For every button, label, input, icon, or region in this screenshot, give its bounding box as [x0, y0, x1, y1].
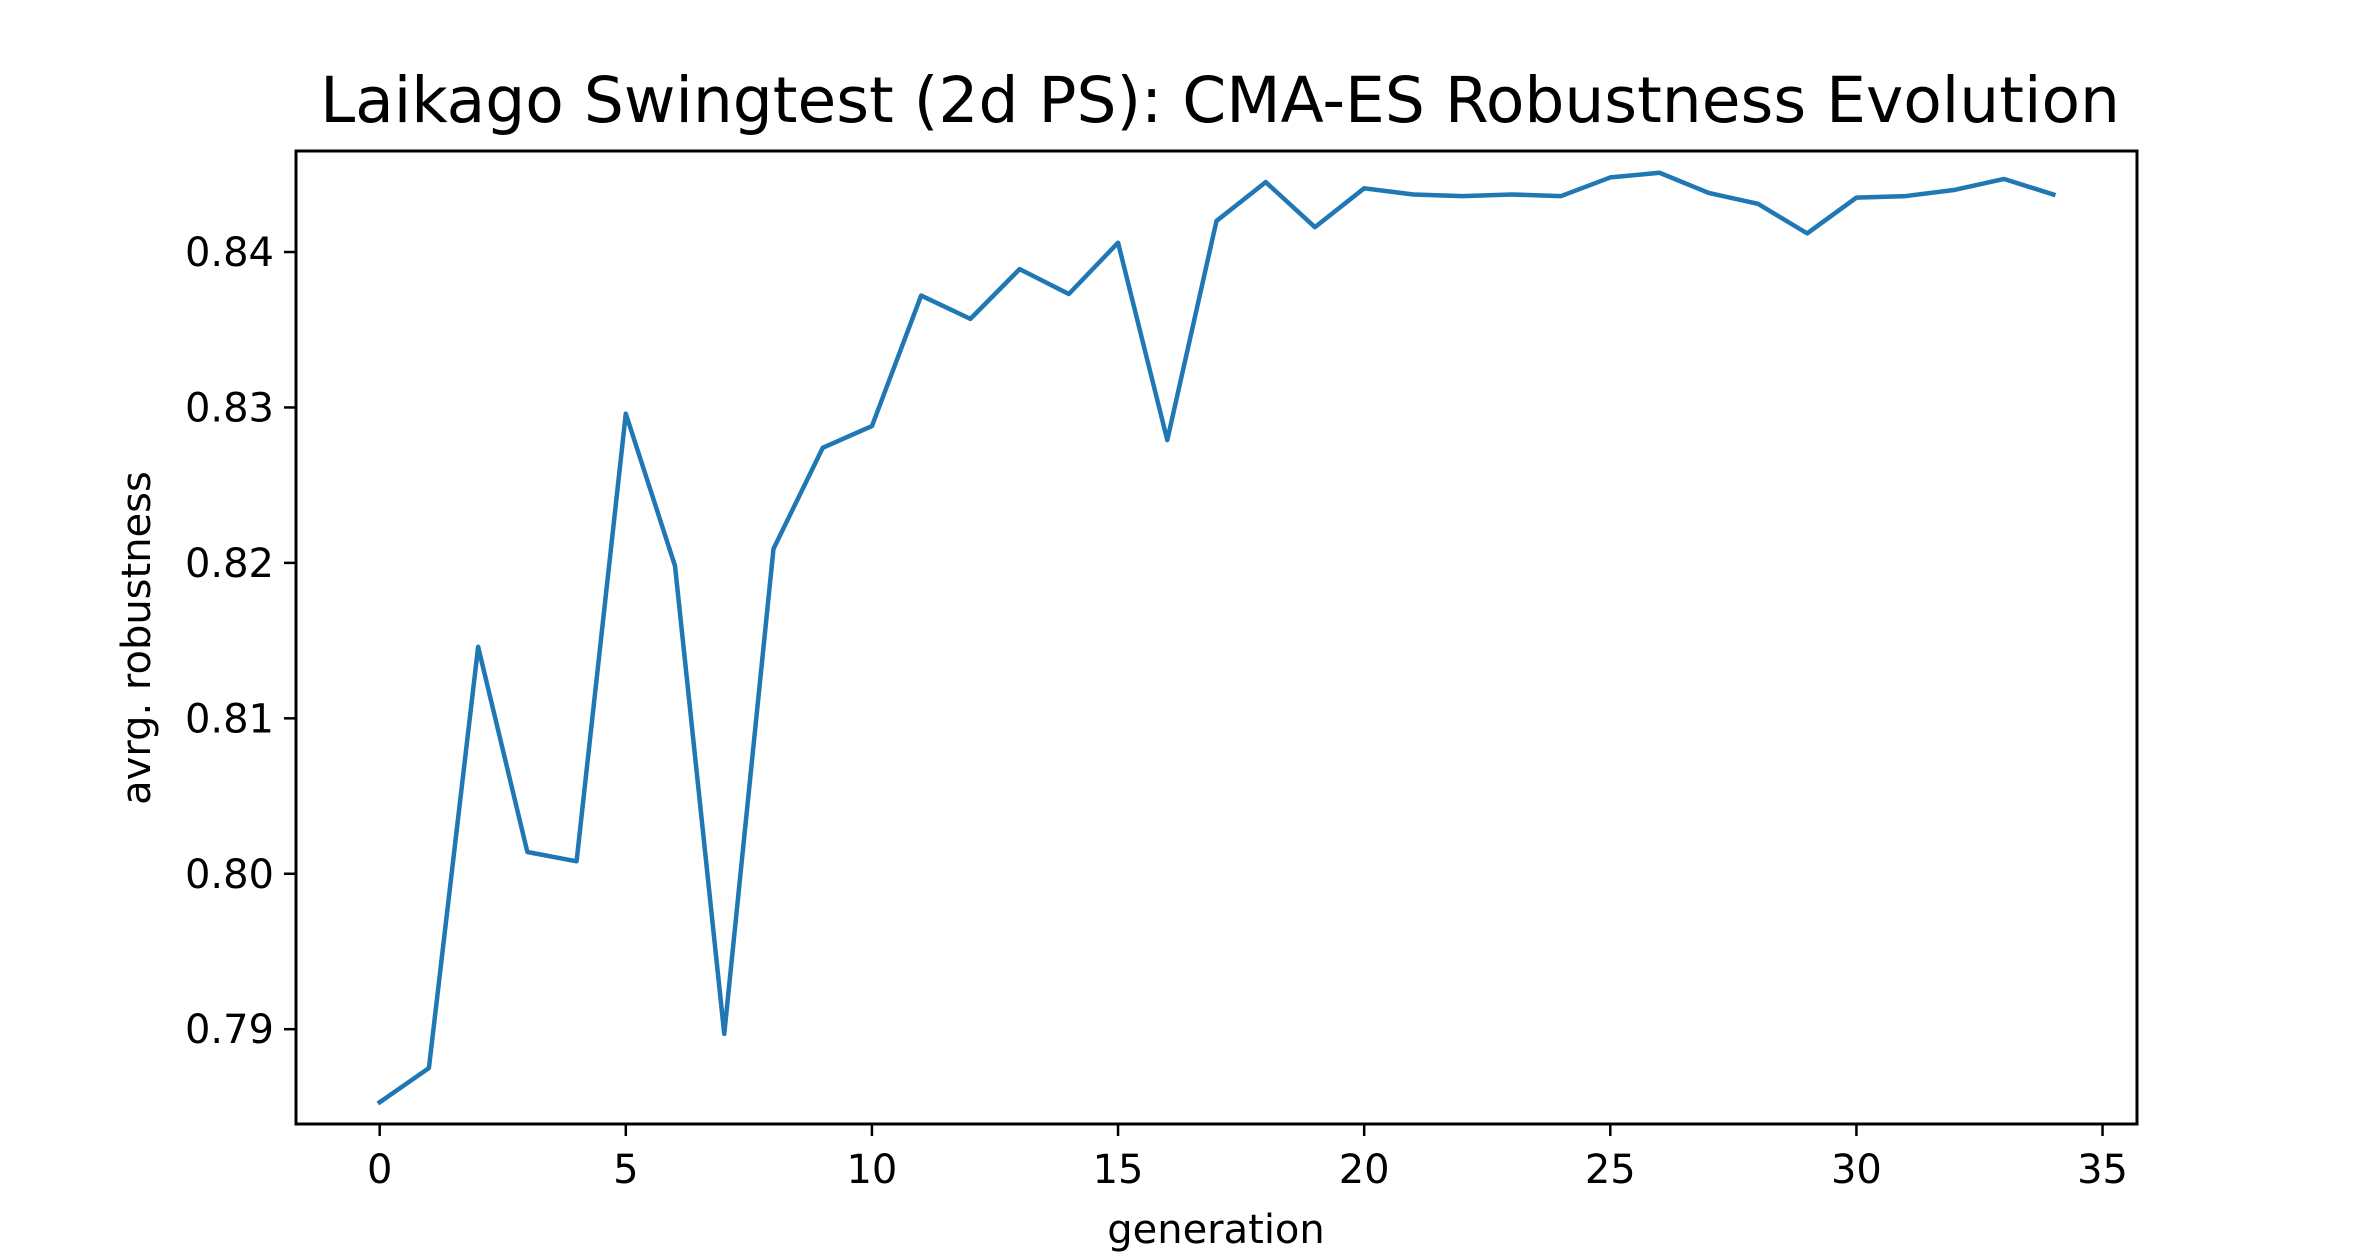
y-tick-label: 0.79: [185, 1007, 274, 1053]
x-axis-label: generation: [1107, 1207, 1325, 1253]
y-axis: 0.79 0.80 0.81 0.82 0.83 0.84: [185, 230, 296, 1053]
x-tick-label: 10: [846, 1147, 897, 1193]
y-tick-label: 0.82: [185, 541, 274, 587]
x-axis: 0 5 10 15 20 25 30 35: [367, 1124, 2128, 1193]
chart-title: Laikago Swingtest (2d PS): CMA-ES Robust…: [320, 64, 2120, 137]
x-tick-label: 0: [367, 1147, 392, 1193]
x-tick-label: 20: [1339, 1147, 1390, 1193]
y-tick-label: 0.84: [185, 230, 274, 276]
y-tick-label: 0.83: [185, 385, 274, 431]
y-tick-label: 0.81: [185, 696, 274, 742]
y-axis-label: avrg. robustness: [114, 471, 160, 805]
x-tick-label: 5: [613, 1147, 638, 1193]
x-tick-label: 30: [1831, 1147, 1882, 1193]
plot-area: [376, 170, 2057, 1106]
y-tick-label: 0.80: [185, 852, 274, 898]
x-tick-label: 25: [1585, 1147, 1636, 1193]
axes-frame: [294, 149, 2139, 1126]
series-line-0: [376, 170, 2057, 1106]
x-tick-label: 35: [2077, 1147, 2128, 1193]
x-tick-label: 15: [1093, 1147, 1144, 1193]
